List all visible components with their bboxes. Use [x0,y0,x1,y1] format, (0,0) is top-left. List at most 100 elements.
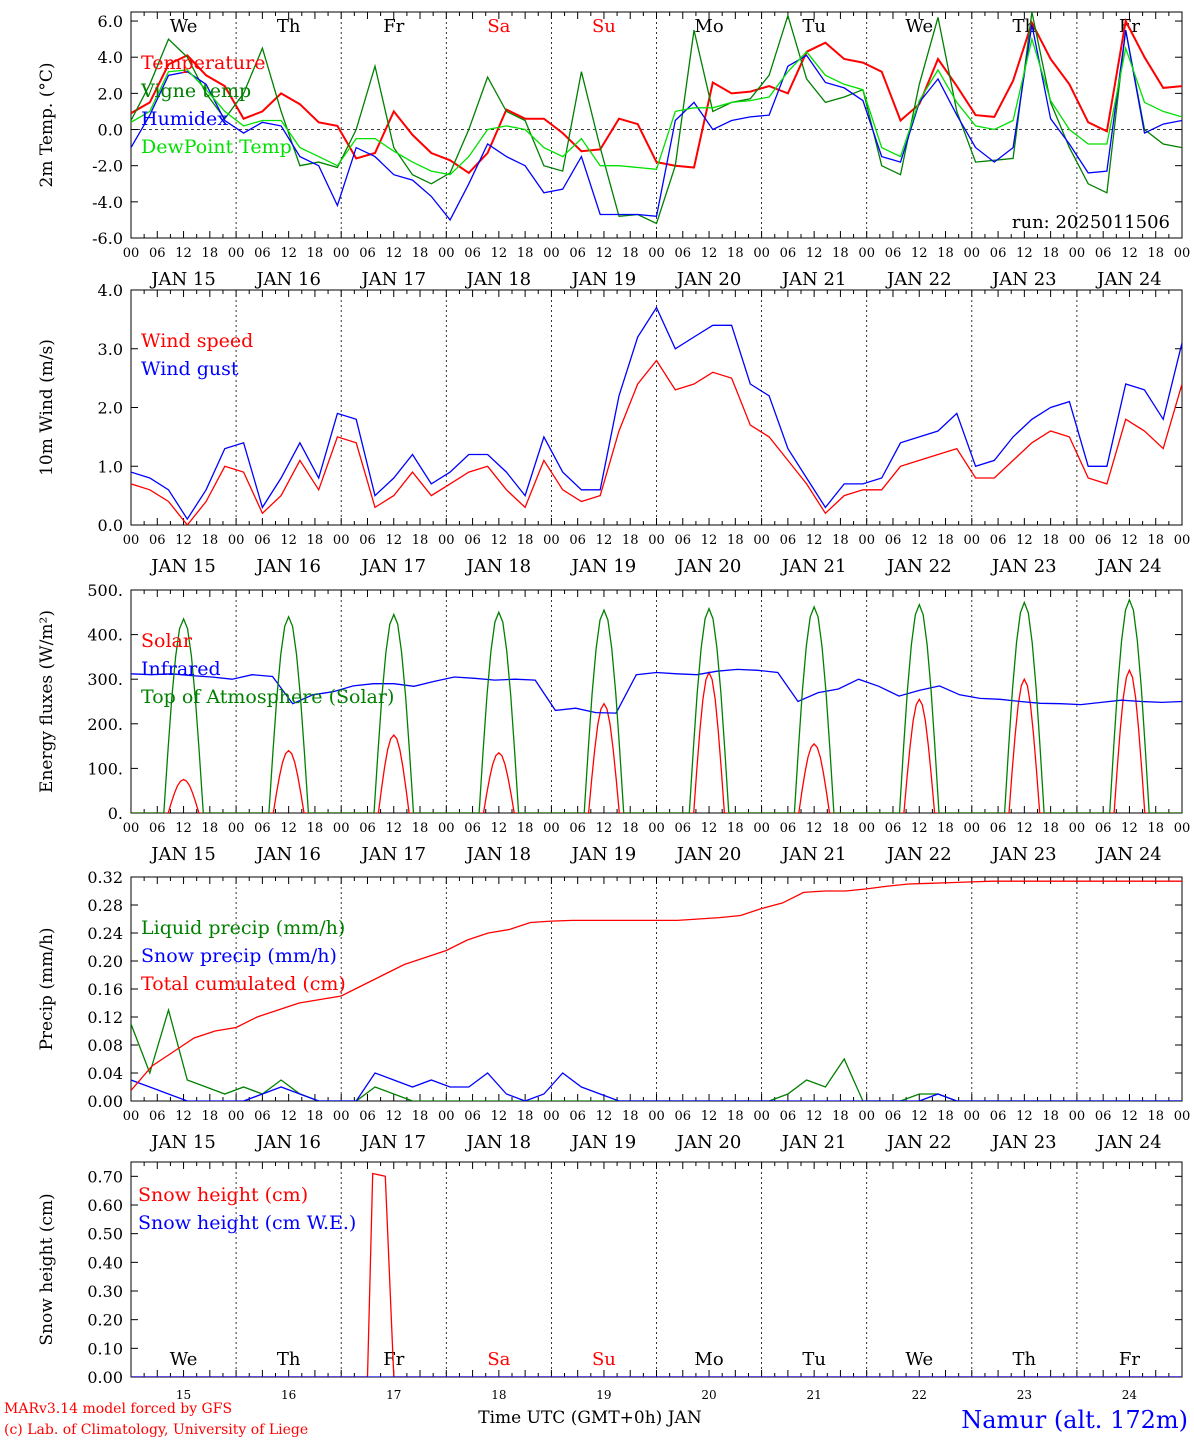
yaxis-label: 10m Wind (m/s) [37,339,57,476]
day-number-label: 17 [386,1388,401,1402]
date-label: JAN 15 [149,556,216,577]
ytick-label: 0.00 [87,1092,123,1111]
ytick-label: 2.0 [98,399,123,418]
date-label: JAN 24 [1095,1132,1162,1153]
yaxis-label: Precip (mm/h) [37,927,57,1050]
hour-tick-label: 00 [964,1109,981,1124]
hour-tick-label: 18 [937,246,954,261]
date-label: JAN 23 [990,844,1057,865]
hour-tick-label: 12 [385,246,402,261]
location-label: Namur (alt. 172m) [961,1406,1188,1434]
weekday-label: We [905,1349,933,1370]
hour-tick-label: 00 [333,1109,350,1124]
hour-tick-label: 06 [990,533,1007,548]
hour-tick-label: 06 [569,821,586,836]
hour-tick-label: 18 [202,246,219,261]
date-label: JAN 23 [990,556,1057,577]
weekday-label: Su [592,16,616,37]
ytick-label: 2.0 [98,84,123,103]
weekday-label: We [905,16,933,37]
hour-tick-label: 06 [359,821,376,836]
hour-tick-label: 18 [202,1109,219,1124]
weekday-label: Fr [1119,1349,1140,1370]
date-label: JAN 24 [1095,844,1162,865]
date-label: JAN 18 [465,556,532,577]
hour-tick-label: 12 [385,1109,402,1124]
legend-entry: Top of Atmosphere (Solar) [141,686,394,708]
hour-tick-label: 18 [937,533,954,548]
weekday-label: Fr [383,16,404,37]
yaxis-label: Energy fluxes (W/m²) [37,610,57,793]
date-label: JAN 19 [570,844,637,865]
hour-tick-label: 18 [517,533,534,548]
hour-tick-label: 18 [727,533,744,548]
day-number-label: 20 [701,1388,716,1402]
date-label: JAN 22 [885,556,952,577]
series-line-wind-speed [131,359,1182,525]
hour-tick-label: 18 [412,533,429,548]
date-label: JAN 24 [1095,269,1162,290]
series-group [131,1172,1182,1377]
weekday-label: Sa [487,1349,510,1370]
hour-tick-label: 18 [832,821,849,836]
hour-tick-label: 18 [832,533,849,548]
hour-tick-label: 00 [438,821,455,836]
hour-tick-label: 18 [727,246,744,261]
hour-tick-label: 00 [753,246,770,261]
ytick-label: 0. [108,804,123,823]
hour-tick-label: 18 [937,1109,954,1124]
ytick-label: -2.0 [92,157,123,176]
hour-tick-label: 00 [1174,246,1191,261]
hour-tick-label: 06 [464,821,481,836]
hour-tick-label: 18 [622,246,639,261]
hour-tick-label: 18 [727,1109,744,1124]
hour-tick-label: 12 [1016,533,1033,548]
hour-tick-label: 00 [753,821,770,836]
credit-line-2: (c) Lab. of Climatology, University of L… [4,1422,308,1438]
panel-1: 6.0 4.0 2.0 0.0 -2.0 -4.0 -6.0 2m Temp. (°C) 00 0… [37,11,1191,290]
hour-tick-label: 06 [780,533,797,548]
hour-tick-label: 06 [780,1109,797,1124]
hour-tick-label: 12 [911,533,928,548]
hour-tick-label: 12 [806,533,823,548]
hour-tick-label: 06 [990,246,1007,261]
yaxis-label: 2m Temp. (°C) [37,62,57,187]
ytick-label: 500. [87,581,123,600]
ytick-label: 100. [87,759,123,778]
legend-entry: DewPoint Temp [141,136,292,158]
hour-tick-label: 06 [675,1109,692,1124]
ytick-label: 0.50 [87,1225,123,1244]
weekday-label: Sa [487,16,510,37]
hour-tick-label: 18 [412,1109,429,1124]
hour-tick-label: 00 [1069,821,1086,836]
hour-tick-label: 06 [254,821,271,836]
hour-tick-label: 06 [1095,1109,1112,1124]
hour-tick-label: 06 [569,246,586,261]
hour-tick-label: 12 [911,821,928,836]
hour-tick-label: 06 [1095,246,1112,261]
hour-tick-label: 00 [753,1109,770,1124]
hour-tick-label: 06 [780,246,797,261]
hour-tick-label: 12 [1016,1109,1033,1124]
date-label: JAN 17 [359,1132,426,1153]
hour-tick-label: 00 [543,533,560,548]
date-label: JAN 22 [885,269,952,290]
hour-tick-label: 06 [885,821,902,836]
series-line-vigne-temp [131,12,1182,225]
day-number-label: 15 [176,1388,191,1402]
weekday-label: Su [592,1349,616,1370]
hour-tick-label: 00 [1174,533,1191,548]
hour-tick-label: 00 [438,246,455,261]
ytick-label: 0.20 [87,952,123,971]
run-label: run: 2025011506 [1012,212,1170,233]
hour-tick-label: 00 [438,533,455,548]
hour-tick-label: 06 [569,1109,586,1124]
ytick-label: 0.12 [87,1008,123,1027]
hour-tick-label: 00 [753,533,770,548]
ytick-label: 0.08 [87,1036,123,1055]
ytick-label: 6.0 [98,12,123,31]
ytick-label: 0.24 [87,924,123,943]
hour-tick-label: 18 [1042,1109,1059,1124]
hour-tick-label: 12 [385,821,402,836]
hour-tick-label: 18 [202,821,219,836]
